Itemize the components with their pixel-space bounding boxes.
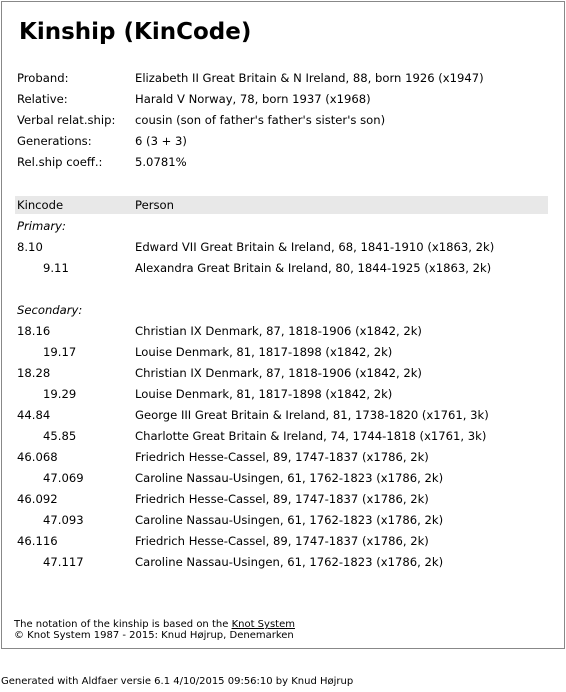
detail-value: 5.0781% [135,155,187,169]
detail-label: Relative: [17,92,68,106]
person: Louise Denmark, 81, 1817-1898 (x1842, 2k… [135,387,393,401]
section-label: Secondary: [17,303,83,317]
kincode: 19.29 [43,387,77,401]
section-title: Primary: [0,216,566,237]
kin-row: 46.068 Friedrich Hesse-Cassel, 89, 1747-1… [0,447,566,468]
table-header-bg [15,196,548,214]
title: Kinship (KinCode) [19,19,252,45]
detail-label: Proband: [17,71,69,85]
table-header: Kincode Person [0,195,566,216]
person: Caroline Nassau-Usingen, 61, 1762-1823 (… [135,471,444,485]
kincode: 47.117 [43,555,84,569]
generated: Generated with Aldfaer versie 6.1 4/10/2… [1,676,354,687]
detail-label: Generations: [17,134,92,148]
kincode: 44.84 [17,408,51,422]
kin-row: 8.10 Edward VII Great Britain & Ireland, … [0,237,566,258]
kincode: 47.093 [43,513,84,527]
person: Christian IX Denmark, 87, 1818-1906 (x18… [135,324,422,338]
kin-row: 47.117 Caroline Nassau-Usingen, 61, 1762-… [0,552,566,573]
kin-row: 47.093 Caroline Nassau-Usingen, 61, 1762-… [0,510,566,531]
person: Edward VII Great Britain & Ireland, 68, … [135,240,495,254]
kincode: 47.069 [43,471,84,485]
kin-row: 18.16 Christian IX Denmark, 87, 1818-1906… [0,321,566,342]
detail-value: 6 (3 + 3) [135,134,187,148]
kin-row: 46.092 Friedrich Hesse-Cassel, 89, 1747-1… [0,489,566,510]
kin-row: 19.17 Louise Denmark, 81, 1817-1898 (x184… [0,342,566,363]
person: Christian IX Denmark, 87, 1818-1906 (x18… [135,366,422,380]
detail-row: Rel.ship coeff.: 5.0781% [0,152,566,173]
person: Friedrich Hesse-Cassel, 89, 1747-1837 (x… [135,450,429,464]
kincode: 9.11 [43,261,69,275]
person: Friedrich Hesse-Cassel, 89, 1747-1837 (x… [135,534,429,548]
kincode: 18.16 [17,324,51,338]
detail-value: Harald V Norway, 78, born 1937 (x1968) [135,92,371,106]
person: Alexandra Great Britain & Ireland, 80, 1… [135,261,492,275]
detail-row: Proband: Elizabeth II Great Britain & N I… [0,68,566,89]
detail-value: cousin (son of father's father's sister'… [135,113,386,127]
kin-row: 47.069 Caroline Nassau-Usingen, 61, 1762-… [0,468,566,489]
kin-row: 44.84 George III Great Britain & Ireland,… [0,405,566,426]
knot-link[interactable]: Knot System [231,619,295,630]
kincode: 46.092 [17,492,58,506]
section-title: Secondary: [0,300,566,321]
kincode: 19.17 [43,345,77,359]
kincode: 45.85 [43,429,77,443]
panel: Kinship (KinCode) [1,1,565,649]
copyright: © Knot System 1987 - 2015: Knud Højrup, … [14,630,294,641]
kin-row: 19.29 Louise Denmark, 81, 1817-1898 (x184… [0,384,566,405]
kin-row: 45.85 Charlotte Great Britain & Ireland, … [0,426,566,447]
detail-label: Rel.ship coeff.: [17,155,103,169]
detail-row: Verbal relat.ship: cousin (son of father'… [0,110,566,131]
kin-row: 46.116 Friedrich Hesse-Cassel, 89, 1747-1… [0,531,566,552]
person: Friedrich Hesse-Cassel, 89, 1747-1837 (x… [135,492,429,506]
detail-row: Relative: Harald V Norway, 78, born 1937 … [0,89,566,110]
kincode: 46.116 [17,534,58,548]
footer-note: The notation of the kinship is based on … [14,619,295,630]
person: Charlotte Great Britain & Ireland, 74, 1… [135,429,487,443]
person: George III Great Britain & Ireland, 81, … [135,408,489,422]
kincode: 46.068 [17,450,58,464]
detail-label: Verbal relat.ship: [17,113,116,127]
kin-row: 18.28 Christian IX Denmark, 87, 1818-1906… [0,363,566,384]
kin-row: 9.11 Alexandra Great Britain & Ireland, 8… [0,258,566,279]
column-header: Person [135,198,174,212]
section-label: Primary: [17,219,66,233]
note-text: The notation of the kinship is based on … [14,619,229,630]
person: Caroline Nassau-Usingen, 61, 1762-1823 (… [135,555,444,569]
person: Caroline Nassau-Usingen, 61, 1762-1823 (… [135,513,444,527]
person: Louise Denmark, 81, 1817-1898 (x1842, 2k… [135,345,393,359]
kincode: 8.10 [17,240,43,254]
detail-value: Elizabeth II Great Britain & N Ireland, … [135,71,484,85]
detail-row: Generations: 6 (3 + 3) [0,131,566,152]
column-header: Kincode [17,198,64,212]
kincode: 18.28 [17,366,51,380]
